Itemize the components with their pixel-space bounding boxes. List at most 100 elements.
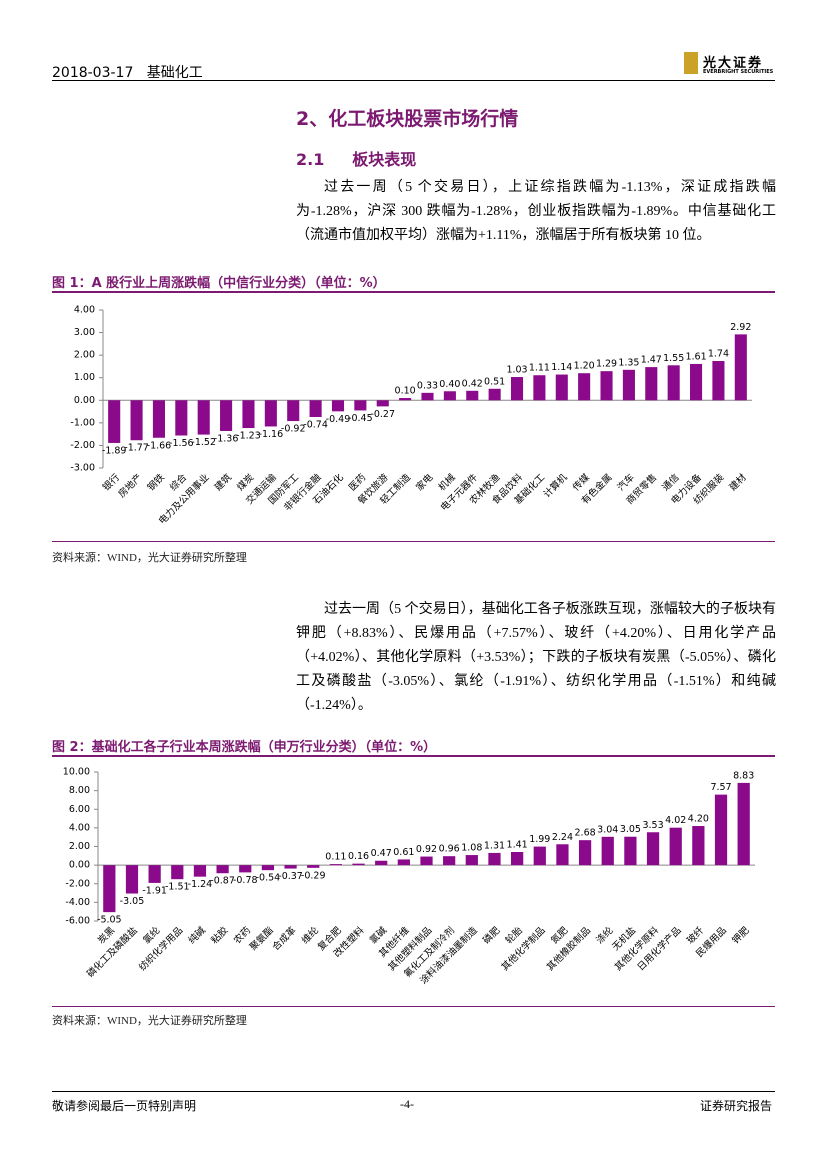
data-label: 0.11 — [325, 852, 346, 863]
data-label: 2.24 — [552, 832, 573, 843]
figure-caption: 图 1：A 股行业上周涨跌幅（中信行业分类）（单位：%） — [52, 276, 386, 291]
bar — [737, 782, 750, 866]
y-tick-label: 1.00 — [74, 372, 95, 383]
logo-text: 光大证券 — [703, 56, 764, 71]
bar — [193, 865, 207, 877]
source-rule — [52, 1006, 775, 1007]
bar — [152, 400, 165, 438]
bar — [239, 865, 252, 873]
x-tick-label: 建筑 — [212, 471, 234, 493]
data-label: -0.92 — [281, 424, 306, 435]
caption-rule — [52, 291, 775, 293]
bar — [175, 400, 188, 436]
data-label: 0.61 — [393, 847, 414, 858]
bar — [216, 865, 229, 874]
data-label: 4.02 — [665, 815, 686, 826]
data-label: -0.74 — [303, 419, 328, 430]
data-label: -1.24 — [188, 879, 213, 890]
data-label: 1.47 — [641, 355, 662, 366]
header-left: 2018-03-17 基础化工 — [52, 62, 203, 82]
source-rule — [52, 541, 775, 542]
data-label: 0.51 — [484, 376, 505, 387]
x-tick-label: 钾肥 — [730, 924, 752, 946]
bar — [667, 365, 680, 401]
data-label: 1.41 — [507, 839, 528, 850]
bar — [376, 400, 389, 407]
footer-report-type: 证券研究报告 — [700, 1099, 773, 1113]
x-tick-label: 纯碱 — [186, 924, 208, 946]
bar — [533, 375, 546, 401]
bar — [220, 400, 233, 431]
x-tick-label: 房地产 — [116, 471, 145, 500]
y-tick-label: 0.00 — [69, 860, 90, 871]
bar — [329, 864, 342, 866]
bar — [690, 363, 703, 401]
bar — [714, 794, 728, 866]
data-label: 0.16 — [348, 851, 369, 862]
data-label: -1.36 — [214, 433, 239, 444]
data-label: 0.47 — [371, 848, 392, 859]
y-tick-label: -2.00 — [70, 440, 95, 451]
data-label: -1.56 — [169, 438, 194, 449]
data-label: -1.66 — [147, 440, 172, 451]
data-label: 1.20 — [574, 361, 595, 372]
x-tick-label: 家电 — [413, 471, 435, 493]
paragraph: 过去一周（5 个交易日），上证综指跌幅为-1.13%，深证成指跌幅为-1.28%… — [296, 180, 776, 243]
bar — [555, 374, 568, 401]
y-tick-label: -1.00 — [70, 417, 95, 428]
data-label: -1.16 — [259, 429, 284, 440]
data-label: -1.23 — [236, 431, 261, 442]
bar — [261, 865, 275, 871]
bar — [108, 400, 121, 443]
bar — [130, 400, 143, 441]
data-label: 0.40 — [439, 379, 460, 390]
data-label: 1.61 — [685, 351, 706, 362]
data-label: 2.92 — [730, 322, 751, 333]
header-sector: 基础化工 — [146, 65, 203, 81]
header-date: 2018-03-17 — [52, 65, 134, 81]
data-label: 1.55 — [663, 353, 684, 364]
subsection-heading: 2.1 板块表现 — [296, 146, 416, 170]
bar — [533, 846, 546, 866]
data-label: 2.68 — [575, 828, 596, 839]
data-label: 4.20 — [688, 814, 709, 825]
figure-source: 资料来源：WIND，光大证券研究所整理 — [52, 1015, 247, 1027]
data-label: -0.37 — [278, 871, 303, 882]
x-tick-label: 粘胶 — [209, 924, 231, 946]
data-label: 1.35 — [618, 357, 639, 368]
y-tick-label: -4.00 — [65, 897, 90, 908]
bar — [600, 371, 613, 401]
y-tick-label: 4.00 — [69, 822, 90, 833]
data-label: -1.89 — [102, 445, 127, 456]
bar — [331, 400, 345, 412]
bar — [645, 367, 658, 401]
data-label: 0.42 — [462, 378, 483, 389]
y-tick-label: 0.00 — [74, 395, 95, 406]
y-tick-label: 2.00 — [69, 841, 90, 852]
data-label: -1.52 — [191, 437, 216, 448]
data-label: 1.99 — [529, 834, 550, 845]
bar — [421, 392, 434, 401]
data-label: -0.27 — [370, 409, 395, 420]
bar — [103, 865, 116, 913]
y-tick-label: 2.00 — [74, 350, 95, 361]
paragraph: 过去一周（5 个交易日），基础化工各子板涨跌互现，涨幅较大的子板块有钾肥（+8.… — [296, 602, 776, 713]
figure-source: 资料来源：WIND，光大证券研究所整理 — [52, 552, 247, 564]
bar — [578, 373, 591, 401]
bar — [375, 860, 388, 866]
bar — [712, 361, 725, 401]
x-tick-label: 建材 — [727, 471, 749, 493]
data-label: -1.91 — [142, 885, 167, 896]
bar — [171, 865, 184, 880]
data-label: -3.05 — [120, 896, 145, 907]
data-label: -0.87 — [210, 876, 235, 887]
bar — [352, 863, 365, 866]
y-tick-label: -6.00 — [65, 916, 90, 927]
bar — [242, 400, 255, 429]
data-label: -1.77 — [124, 443, 149, 454]
bar — [309, 400, 322, 417]
y-tick-label: -2.00 — [65, 878, 90, 889]
bar — [646, 832, 660, 866]
x-tick-label: 合成革 — [270, 924, 299, 953]
data-label: 1.31 — [484, 840, 505, 851]
